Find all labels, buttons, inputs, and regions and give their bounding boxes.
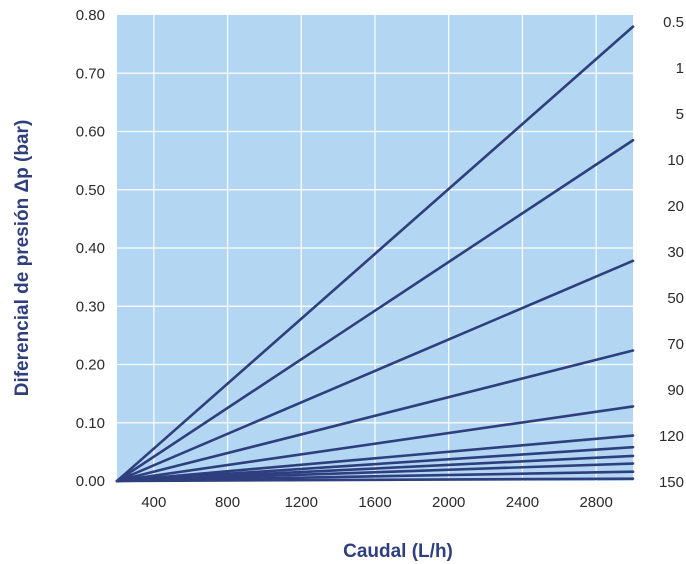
- right-label-50: 50: [667, 290, 684, 307]
- y-tick-label: 0.80: [76, 7, 105, 24]
- x-tick-label: 2000: [432, 494, 465, 511]
- right-label-10: 10: [667, 152, 684, 169]
- y-tick-label: 0.20: [76, 357, 105, 374]
- right-label-90: 90: [667, 382, 684, 399]
- series-line-20: [115, 405, 635, 483]
- x-tick-labels: 400 800 1200 1600 2000 2400 2800: [141, 494, 612, 511]
- y-axis-label: Diferencial de presión Δp (bar): [12, 120, 33, 397]
- right-label-120: 120: [659, 428, 684, 445]
- x-axis-label: Caudal (L/h): [343, 541, 453, 562]
- x-tick-label: 2400: [506, 494, 539, 511]
- y-tick-labels: 0.00 0.10 0.20 0.30 0.40 0.50 0.60 0.70 0.80: [76, 7, 105, 490]
- x-tick-label: 1600: [358, 494, 391, 511]
- y-tick-label: 0.50: [76, 182, 105, 199]
- y-tick-label: 0.00: [76, 473, 105, 490]
- right-label-150: 150: [659, 474, 684, 491]
- series-lines: [115, 25, 635, 483]
- right-label-5: 5: [676, 106, 684, 123]
- right-label-30: 30: [667, 244, 684, 261]
- series-line-1: [115, 138, 635, 483]
- y-tick-label: 0.70: [76, 65, 105, 82]
- right-label-1: 1: [676, 60, 684, 77]
- series-line-90: [115, 462, 635, 483]
- x-tick-label: 800: [215, 494, 240, 511]
- series-line-30: [115, 434, 635, 483]
- series-line-50: [115, 445, 635, 483]
- right-label-20: 20: [667, 198, 684, 215]
- x-tick-label: 2800: [579, 494, 612, 511]
- y-tick-label: 0.40: [76, 240, 105, 257]
- series-line-150: [115, 477, 635, 483]
- right-series-labels: 0.5 1 5 10 20 30 50 70 90 120 150: [659, 14, 684, 491]
- series-line-10: [115, 349, 635, 483]
- y-tick-label: 0.60: [76, 124, 105, 141]
- series-line-0.5: [115, 25, 635, 483]
- x-tick-label: 400: [141, 494, 166, 511]
- y-tick-label: 0.30: [76, 298, 105, 315]
- x-tick-label: 1200: [285, 494, 318, 511]
- right-label-0.5: 0.5: [663, 14, 684, 31]
- series-line-5: [115, 259, 635, 483]
- y-tick-label: 0.10: [76, 415, 105, 432]
- right-label-70: 70: [667, 336, 684, 353]
